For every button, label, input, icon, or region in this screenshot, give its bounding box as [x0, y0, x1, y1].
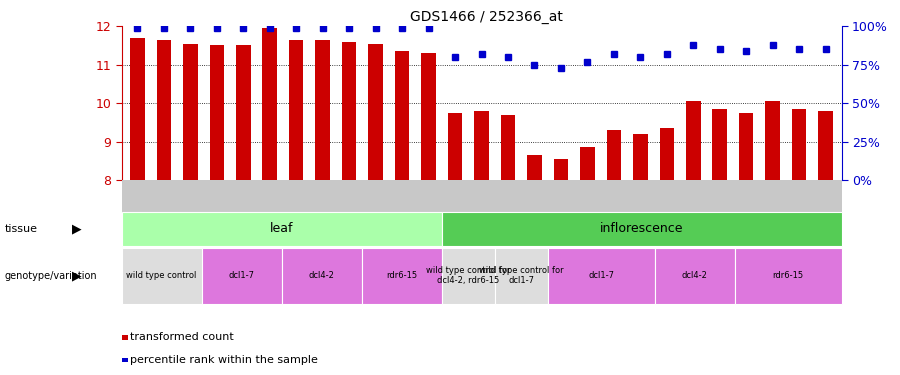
Bar: [421, 53, 436, 180]
Bar: [633, 134, 648, 180]
Text: dcl4-2: dcl4-2: [309, 271, 335, 280]
Text: rdr6-15: rdr6-15: [386, 271, 417, 280]
Bar: [554, 159, 568, 180]
Bar: [527, 155, 542, 180]
Bar: [342, 42, 356, 180]
Text: ▶: ▶: [72, 269, 82, 282]
Text: dcl4-2: dcl4-2: [682, 271, 707, 280]
Bar: [792, 109, 806, 180]
Bar: [500, 115, 515, 180]
Text: wild type control for
dcl1-7: wild type control for dcl1-7: [479, 266, 563, 285]
Text: rdr6-15: rdr6-15: [772, 271, 804, 280]
Bar: [210, 45, 224, 180]
Bar: [368, 44, 382, 180]
Bar: [660, 128, 674, 180]
Text: dcl1-7: dcl1-7: [589, 271, 615, 280]
Bar: [289, 40, 303, 180]
Bar: [580, 147, 595, 180]
Text: wild type control for
dcl4-2, rdr6-15: wild type control for dcl4-2, rdr6-15: [426, 266, 510, 285]
Text: wild type control: wild type control: [126, 271, 197, 280]
Text: genotype/variation: genotype/variation: [4, 271, 97, 280]
Text: tissue: tissue: [4, 224, 38, 234]
Text: GDS1466 / 252366_at: GDS1466 / 252366_at: [410, 10, 562, 24]
Bar: [686, 101, 700, 180]
Text: transformed count: transformed count: [130, 333, 234, 342]
Bar: [765, 101, 780, 180]
Text: ▶: ▶: [72, 222, 82, 235]
Bar: [263, 28, 277, 180]
Text: dcl1-7: dcl1-7: [229, 271, 255, 280]
Bar: [236, 45, 250, 180]
Text: inflorescence: inflorescence: [599, 222, 683, 235]
Text: leaf: leaf: [270, 222, 293, 235]
Bar: [130, 38, 145, 180]
Bar: [183, 44, 198, 180]
Bar: [818, 111, 832, 180]
Text: percentile rank within the sample: percentile rank within the sample: [130, 355, 318, 365]
Bar: [739, 113, 753, 180]
Bar: [607, 130, 621, 180]
Bar: [448, 113, 463, 180]
Bar: [474, 111, 489, 180]
Bar: [395, 51, 410, 180]
Bar: [315, 40, 330, 180]
Bar: [713, 109, 727, 180]
Bar: [157, 40, 171, 180]
